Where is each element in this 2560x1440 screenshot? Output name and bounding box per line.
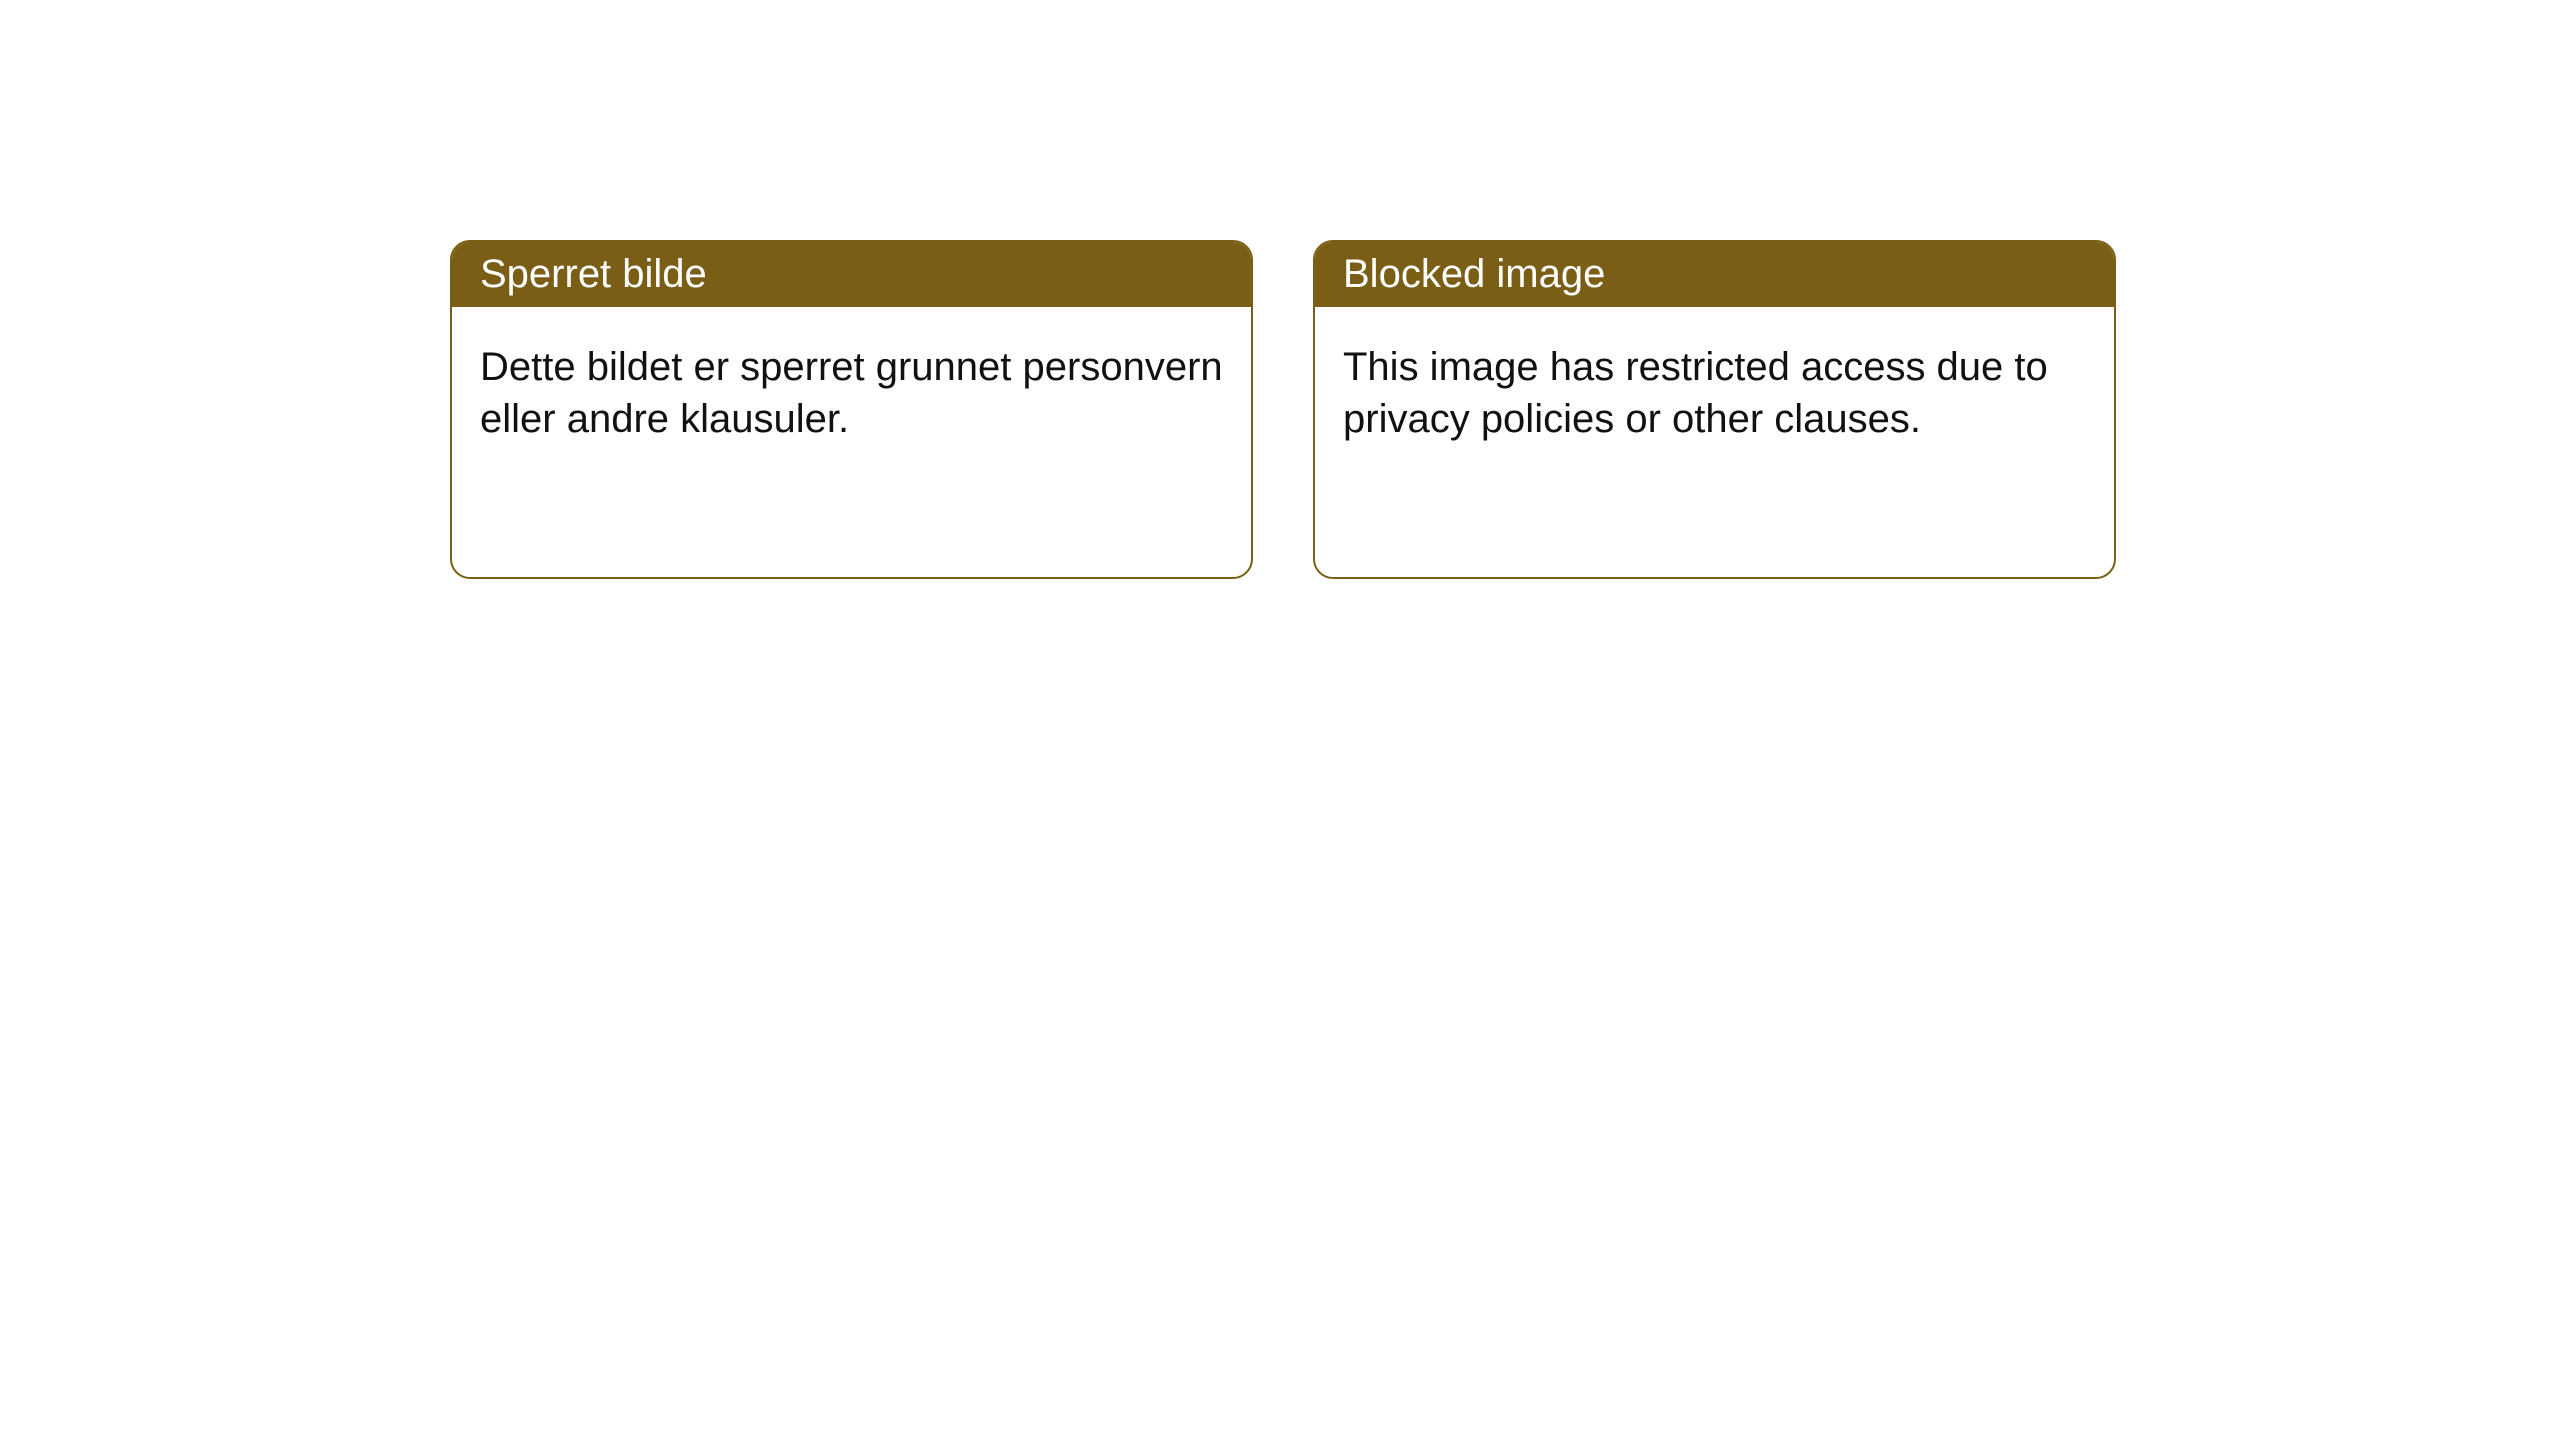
card-title: Blocked image — [1315, 242, 2114, 307]
blocked-image-card-en: Blocked image This image has restricted … — [1313, 240, 2116, 579]
card-body-text: Dette bildet er sperret grunnet personve… — [452, 307, 1251, 577]
card-body-text: This image has restricted access due to … — [1315, 307, 2114, 577]
card-container: Sperret bilde Dette bildet er sperret gr… — [0, 0, 2560, 579]
card-title: Sperret bilde — [452, 242, 1251, 307]
blocked-image-card-no: Sperret bilde Dette bildet er sperret gr… — [450, 240, 1253, 579]
